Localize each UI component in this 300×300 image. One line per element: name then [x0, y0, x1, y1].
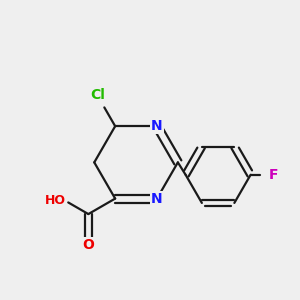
Text: O: O	[82, 238, 94, 252]
Text: N: N	[151, 119, 163, 133]
Text: Cl: Cl	[90, 88, 105, 102]
Text: N: N	[151, 192, 163, 206]
Text: F: F	[269, 168, 279, 182]
Text: HO: HO	[45, 194, 66, 207]
